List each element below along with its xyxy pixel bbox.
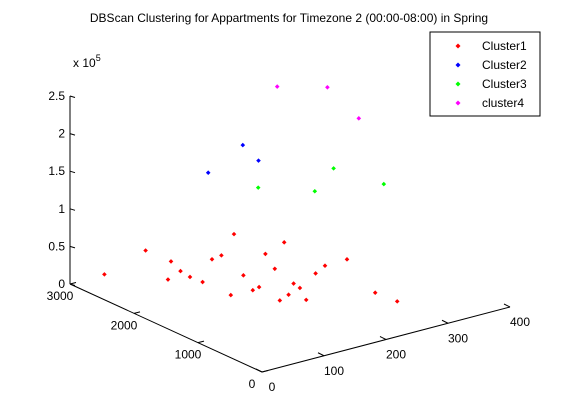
x-tick-label: 100 bbox=[324, 364, 344, 378]
legend-label: Cluster3 bbox=[482, 77, 527, 91]
z-tick-label: 0.5 bbox=[48, 239, 65, 253]
z-tick-label: 1.5 bbox=[48, 164, 65, 178]
z-tick-label: 2 bbox=[58, 127, 65, 141]
y-tick-label: 2000 bbox=[111, 318, 138, 332]
x-tick-label: 0 bbox=[269, 380, 276, 394]
y-tick-label: 1000 bbox=[175, 348, 202, 362]
legend-label: Cluster1 bbox=[482, 39, 527, 53]
x-tick-label: 200 bbox=[386, 348, 406, 362]
y-tick-label: 3000 bbox=[47, 289, 74, 303]
x-tick-label: 300 bbox=[448, 331, 468, 345]
z-scale-base: x 10 bbox=[73, 56, 96, 70]
z-tick-label: 1 bbox=[58, 202, 65, 216]
y-tick-label: 0 bbox=[249, 377, 256, 391]
legend-label: cluster4 bbox=[482, 96, 524, 110]
z-tick-label: 2.5 bbox=[48, 89, 65, 103]
x-tick-label: 400 bbox=[510, 315, 530, 329]
legend: Cluster1 Cluster2 Cluster3 cluster4 bbox=[430, 32, 540, 116]
chart-title: DBScan Clustering for Appartments for Ti… bbox=[90, 11, 488, 25]
legend-label: Cluster2 bbox=[482, 58, 527, 72]
z-scale-exponent: 5 bbox=[96, 53, 101, 63]
